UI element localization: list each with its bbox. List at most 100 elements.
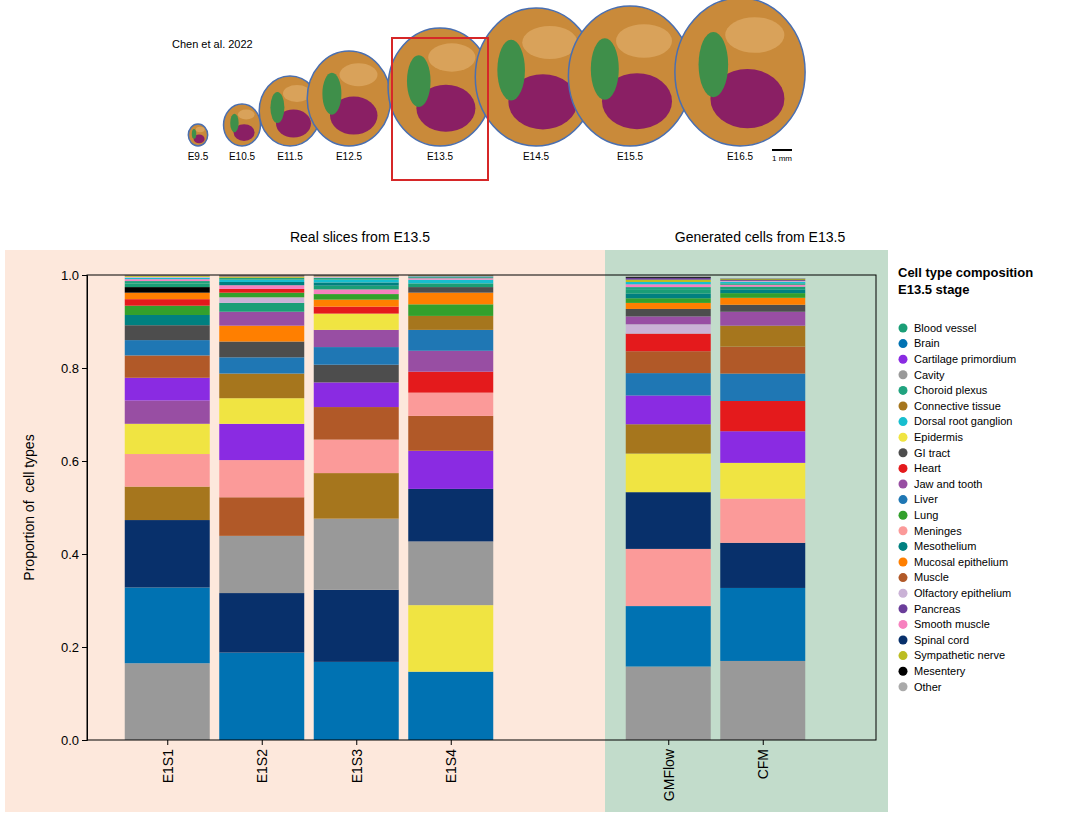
legend-marker xyxy=(899,464,908,473)
embryo-region xyxy=(616,24,672,58)
bar-segment xyxy=(720,543,805,588)
stage-label: E14.5 xyxy=(523,151,550,162)
bar-segment xyxy=(219,497,304,536)
embryo-region xyxy=(196,127,205,132)
tick-mark xyxy=(167,740,168,745)
legend-marker xyxy=(899,386,908,395)
bar-segment xyxy=(720,401,805,431)
bar-segment xyxy=(219,278,304,280)
bar-segment xyxy=(720,298,805,305)
bar-segment xyxy=(125,355,210,377)
legend-marker xyxy=(899,448,908,457)
bar-segment xyxy=(125,275,210,277)
bar-segment xyxy=(219,374,304,399)
tick-label: 0.8 xyxy=(61,361,79,376)
x-tick: E1S4 xyxy=(443,740,459,783)
bar-segment xyxy=(408,275,493,276)
bar-segment xyxy=(125,378,210,401)
legend-marker xyxy=(899,480,908,489)
bar-segment xyxy=(125,278,210,279)
bar-segment xyxy=(219,424,304,460)
bar-segment xyxy=(219,398,304,424)
stage-label: E12.5 xyxy=(336,151,363,162)
panel-background xyxy=(605,250,888,812)
bar-segment xyxy=(720,431,805,463)
bar-segment xyxy=(626,395,711,424)
legend-label: Brain xyxy=(914,337,940,349)
embryo xyxy=(675,0,805,146)
bar-segment xyxy=(626,280,711,282)
bar-segment xyxy=(125,520,210,587)
bars xyxy=(125,275,806,740)
bar-segment xyxy=(125,283,210,287)
bar-segment xyxy=(408,287,493,293)
tick-mark xyxy=(82,647,87,648)
bar-segment xyxy=(720,374,805,401)
highlight-box xyxy=(392,38,488,180)
bar-segment xyxy=(219,341,304,357)
figure: Chen et al. 2022E9.5E10.5E11.5E12.5E13.5… xyxy=(0,0,1065,815)
bar-segment xyxy=(219,275,304,276)
legend-marker xyxy=(899,604,908,613)
plot-area xyxy=(87,275,876,740)
bar-segment xyxy=(626,282,711,284)
legend-label: Mucosal epithelium xyxy=(914,556,1008,568)
bar-segment xyxy=(314,307,399,314)
bar-segment xyxy=(720,278,805,279)
tick-mark xyxy=(262,740,263,745)
bar-segment xyxy=(314,662,399,740)
tick-label: GMFlow xyxy=(661,748,677,801)
bar-segment xyxy=(720,347,805,374)
legend-label: Liver xyxy=(914,493,938,505)
bar-segment xyxy=(626,373,711,395)
y-tick: 0.0 xyxy=(61,733,87,748)
bar-segment xyxy=(125,587,210,663)
bar-segment xyxy=(720,287,805,290)
bar-segment xyxy=(314,275,399,276)
bar-segment xyxy=(314,382,399,407)
embryo-body xyxy=(307,51,391,146)
bar-segment xyxy=(314,473,399,519)
bar-segment xyxy=(219,297,304,303)
bar-segment xyxy=(626,287,711,290)
tick-mark xyxy=(763,740,764,745)
legend-marker xyxy=(899,558,908,567)
bar-segment xyxy=(408,351,493,372)
embryo-region xyxy=(497,40,525,101)
bar-segment xyxy=(626,298,711,303)
legend-marker xyxy=(899,526,908,535)
bar-segment xyxy=(408,283,493,287)
bar-segment xyxy=(408,277,493,279)
axis-line xyxy=(82,276,88,741)
bar-segment xyxy=(720,312,805,326)
bar-segment xyxy=(314,590,399,662)
bar-segment xyxy=(408,293,493,305)
y-axis-title: Proportion of cell types xyxy=(21,434,37,580)
embryo-region xyxy=(407,55,431,107)
legend: Cell type compositionE13.5 stageBlood ve… xyxy=(898,265,1033,693)
legend-label: Heart xyxy=(914,462,941,474)
bar-segment xyxy=(314,280,399,283)
bar-segment xyxy=(720,326,805,347)
tick-mark xyxy=(82,740,87,741)
embryo-region xyxy=(428,43,475,71)
legend-label: Muscle xyxy=(914,571,949,583)
bar-segment xyxy=(626,334,711,352)
legend-label: Meninges xyxy=(914,525,962,537)
legend-label: Sympathetic nerve xyxy=(914,649,1005,661)
embryo-region xyxy=(192,129,196,139)
bar-segment xyxy=(626,316,711,324)
legend-marker xyxy=(899,589,908,598)
y-tick: 0.6 xyxy=(61,454,87,469)
legend-label: Mesothelium xyxy=(914,540,976,552)
credit: Chen et al. 2022 xyxy=(172,38,253,50)
y-tick: 0.8 xyxy=(61,361,87,376)
legend-label: Cavity xyxy=(914,369,945,381)
bar-segment xyxy=(720,281,805,283)
bar-segment xyxy=(720,283,805,284)
legend-title: E13.5 stage xyxy=(898,282,970,297)
bar-segment xyxy=(314,276,399,277)
bar-segment xyxy=(720,661,805,740)
embryo-region xyxy=(522,26,577,59)
bar-segment xyxy=(314,286,399,290)
